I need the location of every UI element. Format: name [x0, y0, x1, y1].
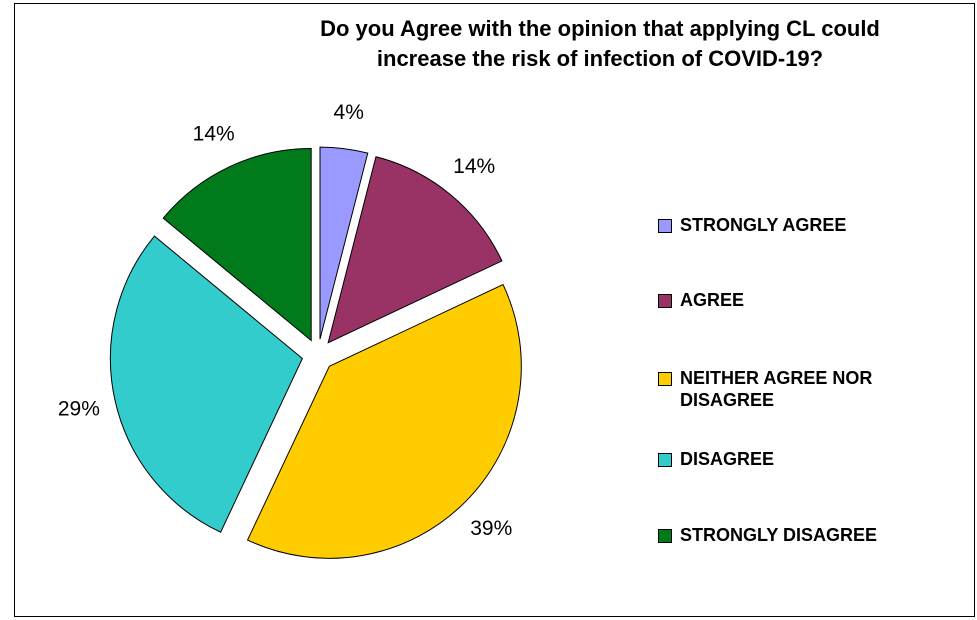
pie-slice-disagree [109, 235, 304, 533]
legend-label: STRONGLY AGREE [680, 215, 847, 235]
pie-slice-strongly-agree [319, 146, 369, 340]
legend-label: DISAGREE [680, 449, 775, 469]
legend-item-strongly-disagree: STRONGLY DISAGREE [658, 524, 970, 546]
legend-label: NEITHER AGREE NOR DISAGREE [680, 368, 873, 410]
legend-swatch [658, 294, 672, 308]
chart-title-line-2: increase the risk of infection of COVID-… [376, 46, 824, 71]
data-label-neither-agree-nor-disagree: 39% [470, 517, 512, 540]
data-label-agree: 14% [453, 155, 495, 178]
legend-swatch [658, 372, 672, 386]
legend-item-disagree: DISAGREE [658, 448, 970, 470]
legend-item-strongly-agree: STRONGLY AGREE [658, 214, 970, 236]
legend-swatch [658, 219, 672, 233]
pie-slice-strongly-disagree [162, 148, 312, 342]
legend-label: AGREE [680, 290, 745, 310]
legend-label: STRONGLY DISAGREE [680, 525, 878, 545]
data-label-strongly-disagree: 14% [193, 122, 235, 145]
legend-item-neither: NEITHER AGREE NOR DISAGREE [658, 367, 960, 411]
data-label-strongly-agree: 4% [334, 101, 364, 124]
legend-swatch [658, 453, 672, 467]
chart-title: Do you Agree with the opinion that apply… [225, 14, 975, 74]
data-label-disagree: 29% [58, 397, 100, 420]
legend-swatch [658, 529, 672, 543]
legend-item-agree: AGREE [658, 289, 970, 311]
pie-slice-neither-agree-nor-disagree [246, 283, 522, 559]
chart-title-line-1: Do you Agree with the opinion that apply… [320, 16, 880, 41]
pie-slice-agree [327, 156, 503, 344]
